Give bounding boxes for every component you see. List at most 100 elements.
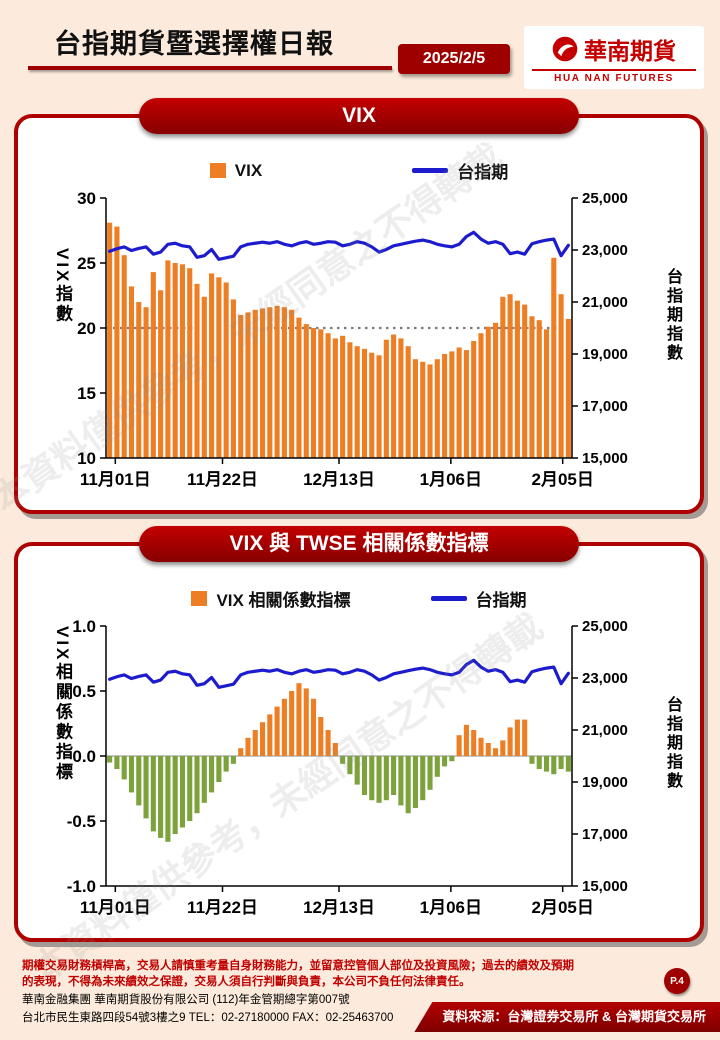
left-tick-label: 1.0 xyxy=(72,617,96,636)
bar xyxy=(340,756,346,764)
bar xyxy=(136,756,142,806)
bar xyxy=(325,333,331,458)
right-tick-label: 21,000 xyxy=(582,294,628,311)
bar xyxy=(412,756,418,808)
line-series xyxy=(108,230,570,261)
bar xyxy=(325,730,331,756)
bar xyxy=(114,756,120,769)
bar xyxy=(332,743,338,756)
bar xyxy=(238,748,244,756)
right-tick-label: 15,000 xyxy=(582,878,628,895)
bar xyxy=(427,756,433,790)
bar xyxy=(391,756,397,795)
right-tick-label: 21,000 xyxy=(582,722,628,739)
bar xyxy=(369,352,375,458)
bar xyxy=(230,299,236,458)
bar xyxy=(179,264,185,458)
bar xyxy=(107,756,113,763)
legend-label: VIX 相關係數指標 xyxy=(216,591,351,610)
legend-label: 台指期 xyxy=(457,163,509,182)
bar xyxy=(376,756,382,803)
data-source-ribbon: 資料來源：台灣證券交易所 & 台灣期貨交易所 xyxy=(414,1002,720,1032)
bar xyxy=(434,756,440,777)
bar xyxy=(427,364,433,458)
bar xyxy=(143,756,149,819)
legend-item: VIX xyxy=(209,160,263,181)
bar xyxy=(143,307,149,458)
bar xyxy=(274,706,280,756)
left-tick-label: 0.5 xyxy=(72,682,96,701)
bar xyxy=(150,272,156,458)
disclaimer-line-2: 的表現，不得為未來績效之保證，交易人須自行判斷與負責，本公司不負任何法律責任。 xyxy=(22,976,471,989)
bar xyxy=(332,338,338,458)
correlation-left-axis-title: VIX相關係數指標 xyxy=(53,626,72,783)
bar xyxy=(187,756,193,821)
bar xyxy=(449,756,455,762)
legend-label: VIX xyxy=(234,160,263,180)
bar xyxy=(471,730,477,756)
bar xyxy=(347,756,353,775)
right-tick-label: 15,000 xyxy=(582,450,628,467)
bar xyxy=(310,328,317,458)
left-tick-label: 30 xyxy=(77,189,96,208)
bar xyxy=(296,317,302,458)
left-tick-label: -1.0 xyxy=(67,877,96,896)
bar xyxy=(187,268,193,458)
bar xyxy=(398,756,404,806)
bar xyxy=(485,743,491,756)
bar xyxy=(216,756,222,782)
bar xyxy=(340,335,346,458)
bar xyxy=(478,333,484,458)
bar xyxy=(230,756,236,764)
right-tick-label: 17,000 xyxy=(582,826,628,843)
bar xyxy=(471,341,477,458)
left-tick-label: 0.0 xyxy=(72,747,96,766)
bar xyxy=(281,307,287,458)
legend-item: 台指期 xyxy=(430,586,527,611)
bar xyxy=(449,351,455,458)
vix-panel: VIX VIX 台指期 VIX指數 30 25 20 15 10 25,000 23,000 2… xyxy=(14,98,704,514)
bar xyxy=(442,354,448,458)
bar xyxy=(245,312,251,458)
x-tick-label: 2月05日 xyxy=(531,898,593,917)
bar xyxy=(281,698,287,756)
bar xyxy=(558,294,564,458)
x-tick-label: 11月01日 xyxy=(80,898,151,917)
left-tick-label: 15 xyxy=(77,384,96,403)
right-tick-label: 23,000 xyxy=(582,670,628,687)
vix-right-axis-title: 台指期指數 xyxy=(664,268,681,363)
bar xyxy=(543,329,550,458)
x-tick-label: 2月05日 xyxy=(531,470,593,489)
bar xyxy=(420,756,426,801)
bar xyxy=(194,283,200,458)
bar xyxy=(500,296,506,458)
bar xyxy=(165,260,171,458)
logo: 華南期貨 HUA NAN FUTURES xyxy=(524,26,704,89)
bar xyxy=(529,756,535,764)
bar xyxy=(303,688,309,756)
left-tick-label: 25 xyxy=(77,254,96,273)
footer: 期權交易財務槓桿高，交易人請慎重考量自身財務能力，並留意控管個人部位及投資風險；… xyxy=(22,958,682,1026)
bar xyxy=(543,756,550,772)
bar xyxy=(318,329,324,458)
bar xyxy=(507,727,513,756)
bar xyxy=(158,756,164,838)
bar xyxy=(361,348,368,458)
bar xyxy=(361,756,368,795)
vix-chart-legend: VIX 台指期 xyxy=(18,158,700,183)
bar xyxy=(267,714,273,756)
x-tick-label: 12月13日 xyxy=(303,470,375,489)
bar xyxy=(493,748,499,756)
legend-item: 台指期 xyxy=(412,158,508,183)
bar xyxy=(172,263,178,458)
bar xyxy=(172,756,178,834)
legend-bar-swatch xyxy=(209,163,226,178)
bar xyxy=(493,322,499,458)
bar xyxy=(252,309,258,458)
correlation-chart-legend: VIX 相關係數指標 台指期 xyxy=(18,586,700,611)
x-tick-label: 11月22日 xyxy=(187,898,258,917)
right-tick-label: 25,000 xyxy=(582,618,628,635)
bar xyxy=(107,222,113,458)
bar xyxy=(456,735,462,756)
